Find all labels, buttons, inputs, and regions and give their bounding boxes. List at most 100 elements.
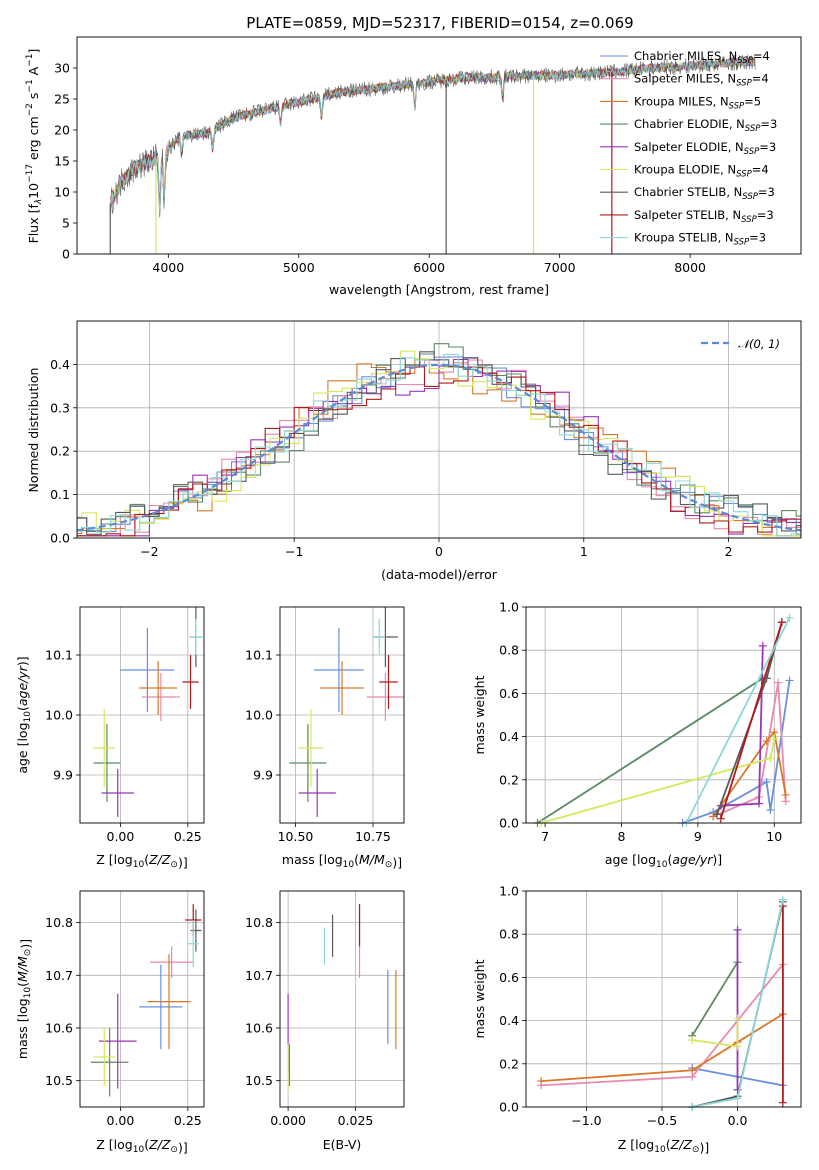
- y-tick-label: 0.4: [499, 729, 519, 744]
- weight-marker: [733, 1042, 742, 1051]
- figure-title: PLATE=0859, MJD=52317, FIBERID=0154, z=0…: [246, 14, 633, 32]
- x-tick-label: 6000: [413, 260, 445, 275]
- x-tick-label: 10: [766, 829, 782, 844]
- weight-marker: [778, 1098, 787, 1107]
- age_vs_mass-frame: [279, 606, 405, 824]
- y-tick-label: 0.4: [50, 357, 70, 372]
- weight-line: [692, 1018, 739, 1048]
- weight-marker: [688, 1036, 697, 1045]
- mass_vs_Z-xlabel: Z [log10(Z/Z⊙)]: [96, 1137, 187, 1155]
- y-tick-label: 0: [62, 247, 70, 262]
- spectrum-xlabel: wavelength [Angstrom, rest frame]: [329, 282, 549, 297]
- weight-marker: [688, 1066, 697, 1075]
- y-tick-label: 9.9: [253, 768, 273, 783]
- spectrum-lines: [109, 54, 756, 254]
- y-tick-label: 0.0: [499, 1100, 519, 1115]
- legend-label: Kroupa MILES, NSSP=5: [634, 94, 761, 111]
- y-tick-label: 10.0: [45, 708, 73, 723]
- x-tick-label: 10.50: [278, 829, 314, 844]
- x-tick-label: 0.25: [174, 829, 202, 844]
- residuals-frame: [76, 320, 802, 539]
- x-tick-label: 0.25: [174, 1113, 202, 1128]
- y-tick-label: 10.8: [245, 915, 273, 930]
- x-tick-label: 2: [725, 544, 733, 559]
- legend-label: Salpeter STELIB, NSSP=3: [634, 208, 774, 225]
- weight-marker: [785, 613, 794, 622]
- weight_vs_Z-series: [537, 895, 787, 1111]
- y-tick-label: 0.0: [50, 531, 70, 546]
- y-tick-label: 10.5: [245, 1073, 273, 1088]
- x-tick-label: 5000: [283, 260, 315, 275]
- y-tick-label: 0.4: [499, 1013, 519, 1028]
- y-tick-label: 0.2: [499, 772, 519, 787]
- legend-label: Chabrier STELIB, NSSP=3: [634, 185, 775, 202]
- x-tick-label: 10.75: [355, 829, 391, 844]
- y-tick-label: 10: [54, 185, 70, 200]
- mass_vs_ebv-frame: [279, 890, 405, 1108]
- x-tick-label: 8000: [674, 260, 706, 275]
- y-tick-label: 0.8: [499, 643, 519, 658]
- weight_vs_age-series: [533, 613, 794, 827]
- hist-series: [77, 366, 801, 537]
- weight-line: [537, 677, 764, 824]
- y-tick-label: 0.8: [499, 927, 519, 942]
- y-tick-label: 1.0: [499, 600, 519, 615]
- y-tick-label: 5: [62, 216, 70, 231]
- age_vs_mass-axes: 10.50 10.75 9.9 10.0 10.1: [245, 607, 404, 844]
- weight-line: [682, 680, 791, 824]
- y-tick-label: 0.1: [50, 487, 70, 502]
- weight-line: [685, 617, 791, 824]
- weight-marker: [754, 799, 763, 808]
- y-tick-label: 10.0: [245, 708, 273, 723]
- legend-label: Salpeter MILES, NSSP=4: [634, 72, 769, 89]
- x-tick-label: −0.5: [647, 1113, 677, 1128]
- hist-xlabel: (data-model)/error: [381, 567, 498, 582]
- age_vs_Z-frame: [79, 606, 205, 824]
- spectrum-series: [109, 57, 756, 214]
- y-tick-label: 20: [54, 123, 70, 138]
- y-tick-label: 1.0: [499, 884, 519, 899]
- hist-steps: [77, 343, 801, 537]
- weight-marker: [766, 754, 775, 763]
- mass_vs_Z-axes: 0.00 0.25 10.5 10.6 10.7 10.8: [45, 891, 204, 1128]
- age_vs_Z-xlabel: Z [log10(Z/Z⊙)]: [96, 852, 187, 870]
- x-tick-label: −2: [140, 544, 158, 559]
- age_vs_Z-points: [93, 607, 203, 817]
- weight-marker: [785, 676, 794, 685]
- y-tick-label: 15: [54, 154, 70, 169]
- x-tick-label: 7000: [544, 260, 576, 275]
- mass_vs_Z-frame: [79, 890, 205, 1108]
- age_vs_Z-axes: 0.00 0.25 9.9 10.0 10.1: [45, 607, 204, 844]
- hist-series: [77, 353, 801, 537]
- weight_vs_age-axes: 7 8 9 10 0.0 0.2 0.4 0.6 0.8 1.0: [499, 600, 801, 844]
- weight-marker: [766, 806, 775, 815]
- y-tick-label: 10.7: [45, 968, 73, 983]
- x-tick-label: 0.0: [728, 1113, 748, 1128]
- weight-marker: [712, 810, 721, 819]
- y-tick-label: 30: [54, 61, 70, 76]
- x-tick-label: 8: [618, 829, 626, 844]
- spectrum-ylabel: Flux [fλ10−17 erg cm−2 s−1 A−1]: [25, 49, 44, 244]
- weight_vs_Z-xlabel: Z [log10(Z/Z⊙)]: [618, 1137, 709, 1155]
- residuals-axes: −2 −1 0 1 2 0.0 0.1 0.2 0.3 0.4: [50, 321, 801, 559]
- weight-marker: [733, 1014, 742, 1023]
- legend-label: Salpeter ELODIE, NSSP=3: [634, 140, 776, 157]
- weight_vs_Z-frame: [525, 890, 802, 1108]
- weight-marker: [733, 1094, 742, 1103]
- mass_vs_ebv-points: [287, 904, 397, 1092]
- weight-marker: [716, 814, 725, 823]
- y-tick-label: 10.8: [45, 915, 73, 930]
- y-tick-label: 10.6: [45, 1020, 73, 1035]
- weight-marker: [781, 790, 790, 799]
- x-tick-label: −1.0: [571, 1113, 601, 1128]
- y-tick-label: 25: [54, 92, 70, 107]
- legend-label: Kroupa ELODIE, NSSP=4: [634, 163, 769, 180]
- legend-gaussian-label: 𝒩(0, 1): [738, 337, 780, 351]
- weight_vs_age-ylabel: mass weight: [472, 675, 487, 754]
- y-tick-label: 0.3: [50, 400, 70, 415]
- mass_vs_Z-points: [90, 904, 202, 1097]
- x-tick-label: 0: [435, 544, 443, 559]
- y-tick-label: 9.9: [53, 768, 73, 783]
- hist-series: [77, 350, 801, 537]
- y-tick-label: 10.1: [245, 648, 273, 663]
